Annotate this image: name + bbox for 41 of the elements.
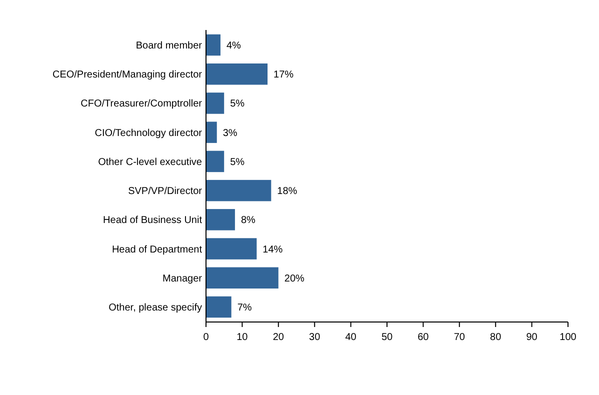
- y-tick-label: Manager: [162, 273, 203, 284]
- bar: [206, 209, 235, 230]
- bar: [206, 180, 272, 202]
- bar: [206, 34, 220, 56]
- x-tick-label: 0: [203, 332, 210, 343]
- x-tick-label: 70: [454, 332, 466, 343]
- bar: [206, 63, 268, 85]
- x-tick-label: 90: [526, 332, 538, 343]
- x-tick-label: 10: [236, 332, 248, 343]
- data-label: 18%: [277, 186, 298, 198]
- data-label: 17%: [274, 70, 294, 81]
- y-tick-label: CIO/Technology director: [94, 128, 203, 139]
- bar: [206, 92, 224, 114]
- y-tick-label: Head of Department: [112, 244, 202, 256]
- bar: [206, 296, 232, 318]
- y-tick-label: CFO/Treasurer/Comptroller: [80, 98, 203, 110]
- x-tick-label: 60: [418, 332, 430, 343]
- y-tick-label: Other, please specify: [108, 302, 202, 314]
- data-label: 4%: [226, 40, 242, 52]
- x-tick-label: 100: [560, 332, 577, 343]
- x-tick-label: 80: [490, 332, 502, 343]
- data-label: 7%: [237, 302, 252, 314]
- y-tick-label: SVP/VP/Director: [128, 186, 203, 198]
- x-tick-label: 30: [309, 332, 321, 343]
- bar: [206, 150, 224, 172]
- data-label: 3%: [222, 128, 238, 139]
- data-label: 20%: [284, 273, 305, 284]
- bar: [206, 267, 278, 289]
- y-tick-label: Head of Business Unit: [103, 215, 202, 226]
- data-label: 14%: [262, 244, 283, 256]
- data-label: 5%: [230, 156, 245, 168]
- y-tick-label: CEO/President/Managing director: [52, 70, 203, 81]
- x-tick-label: 20: [272, 332, 284, 343]
- bar: [206, 122, 217, 143]
- x-tick-label: 50: [381, 332, 393, 343]
- y-tick-label: Board member: [136, 40, 203, 52]
- data-label: 5%: [230, 98, 245, 110]
- data-label: 8%: [240, 215, 256, 226]
- y-tick-label: Other C-level executive: [98, 156, 202, 168]
- x-tick-label: 40: [345, 332, 357, 343]
- bar: [206, 238, 257, 260]
